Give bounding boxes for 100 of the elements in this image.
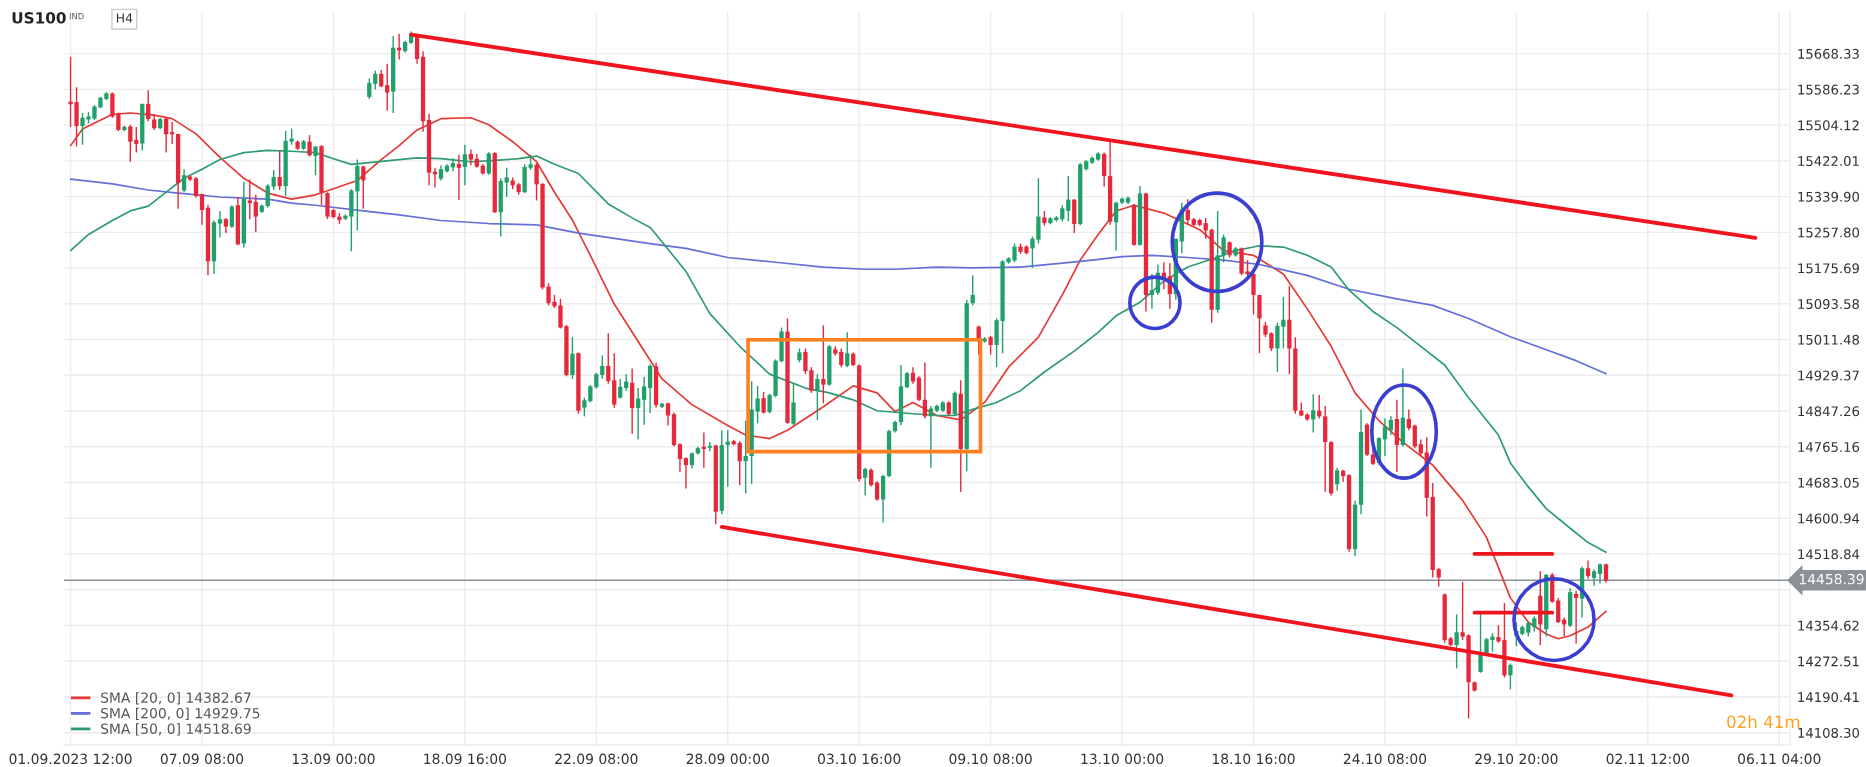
line-series (69, 178, 1607, 375)
x-tick-label: 24.10 08:00 (1343, 753, 1427, 765)
candlestick (164, 117, 169, 154)
candlestick (618, 378, 623, 400)
candlestick (1478, 612, 1483, 674)
candlestick (247, 178, 252, 220)
candlestick (863, 467, 868, 497)
candlestick (874, 480, 880, 502)
y-tick-label: 15586.23 (1798, 84, 1859, 95)
candlestick (1221, 233, 1226, 263)
y-tick-label: 15668.33 (1798, 48, 1859, 59)
candlestick (1311, 393, 1316, 434)
candlestick (737, 440, 742, 486)
y-tick-label: 14847.26 (1798, 406, 1860, 417)
candlestick (845, 331, 850, 368)
candlestick (367, 77, 372, 100)
candlestick (743, 420, 748, 495)
candlestick (1382, 417, 1388, 457)
candlestick (229, 204, 235, 229)
candlestick (534, 162, 539, 202)
candlestick (134, 126, 139, 154)
candlestick (271, 169, 276, 191)
x-tick-label: 01.09.2023 12:00 (9, 753, 132, 765)
candlestick (1597, 562, 1603, 585)
x-tick-label: 28.09 00:00 (686, 753, 769, 765)
candlestick (1185, 198, 1190, 226)
candlestick (1508, 662, 1513, 690)
candlestick (916, 375, 922, 402)
x-tick-label: 13.09 00:00 (292, 753, 375, 765)
x-tick-label: 03.10 16:00 (818, 753, 901, 765)
candlestick (1113, 201, 1119, 252)
candlestick (821, 324, 826, 405)
candlestick (1585, 559, 1591, 580)
y-tick-label: 14108.30 (1798, 727, 1860, 738)
candlestick (217, 210, 223, 239)
y-tick-label: 14190.41 (1798, 692, 1859, 703)
candlestick (952, 390, 957, 417)
candlestick (253, 194, 258, 233)
legend-label: SMA [200, 0] 14929.75 (101, 707, 260, 721)
candlestick (1603, 562, 1609, 584)
candlestick (1257, 294, 1262, 354)
x-tick-label: 07.09 08:00 (160, 753, 244, 765)
ref-line-label: 14458.39 (1799, 573, 1864, 585)
candlestick (647, 363, 653, 414)
line-series (69, 112, 1607, 640)
candlestick (677, 442, 683, 473)
x-tick-label: 09.10 08:00 (949, 753, 1032, 765)
annotation: IND (69, 13, 84, 20)
candlestick (600, 354, 605, 380)
y-tick-label: 15339.90 (1798, 191, 1860, 202)
y-tick-label: 14600.94 (1798, 513, 1860, 524)
y-tick-label: 15093.58 (1798, 299, 1859, 310)
candlestick (456, 154, 462, 201)
x-tick-label: 18.09 16:00 (424, 753, 507, 765)
y-tick-label: 14518.84 (1798, 549, 1860, 560)
y-tick-label: 15422.01 (1798, 156, 1859, 167)
candlestick (1454, 613, 1459, 670)
candlestick (504, 167, 509, 198)
candlestick (1149, 273, 1155, 310)
candlestick (880, 474, 886, 524)
candlestick (1406, 408, 1411, 431)
y-tick-label: 14765.16 (1798, 441, 1860, 452)
candlestick (683, 456, 689, 490)
candlestick (373, 70, 378, 91)
chart-title: US100 (12, 12, 66, 24)
candlestick (606, 332, 611, 385)
x-tick-label: 13.10 00:00 (1081, 753, 1164, 765)
candlestick (815, 373, 820, 421)
candlestick (761, 391, 766, 415)
candlestick (385, 63, 390, 112)
candlestick (665, 401, 671, 427)
candlestick (1334, 467, 1340, 492)
candlestick (128, 124, 133, 163)
y-tick-label: 15257.80 (1798, 227, 1860, 238)
candlestick (1101, 151, 1107, 188)
x-tick-label: 29.10 20:00 (1475, 753, 1558, 765)
candlestick (707, 441, 712, 452)
candlestick (570, 336, 575, 380)
candlestick (1573, 590, 1579, 645)
candlestick (146, 89, 151, 122)
annotation: H4 (116, 13, 133, 23)
candlestick (1066, 175, 1071, 223)
y-tick-label: 14272.51 (1798, 656, 1859, 667)
x-tick-label: 18.10 16:00 (1212, 753, 1295, 765)
candlestick (199, 193, 205, 226)
candlestick (839, 347, 844, 368)
candlestick (265, 183, 270, 209)
legend-label: SMA [20, 0] 14382.67 (101, 692, 251, 705)
y-tick-label: 15175.69 (1798, 263, 1859, 274)
candlestick (791, 383, 796, 427)
candlestick (193, 176, 199, 199)
candlestick (1203, 217, 1208, 240)
candlestick (988, 335, 993, 356)
candlestick (307, 134, 312, 158)
y-tick-label: 15504.12 (1798, 120, 1859, 131)
candlestick (922, 361, 928, 420)
candlestick (641, 376, 647, 426)
y-tick-label: 15011.48 (1798, 334, 1859, 345)
annotation: 02h 41m (1727, 715, 1800, 729)
y-tick-label: 14683.05 (1798, 477, 1859, 488)
